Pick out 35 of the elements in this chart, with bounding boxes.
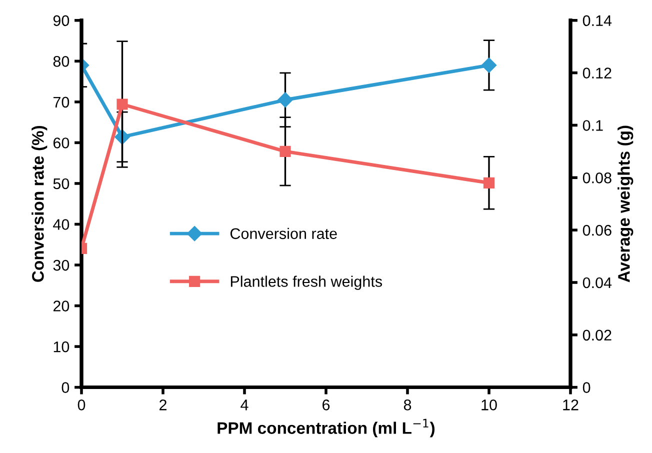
point bbox=[116, 98, 128, 110]
x-tick-label: 6 bbox=[322, 400, 330, 410]
y2-tick-label: 0.12 bbox=[582, 68, 612, 78]
x-tick-label: 0 bbox=[78, 400, 86, 410]
y2-tick-label: 0.1 bbox=[582, 120, 603, 131]
y-tick-label: 40 bbox=[53, 219, 70, 230]
point bbox=[481, 58, 497, 73]
y-tick-label: 80 bbox=[53, 56, 70, 67]
y-tick-label: 30 bbox=[53, 260, 70, 271]
point bbox=[280, 146, 291, 157]
y2-tick-label: 0.14 bbox=[582, 15, 612, 26]
y2-tick-label: 0.08 bbox=[582, 172, 612, 184]
point bbox=[483, 177, 495, 188]
y-tick-label: 0 bbox=[62, 382, 70, 393]
x-tick-label: 4 bbox=[240, 400, 248, 410]
point bbox=[278, 92, 293, 108]
y2-tick-label: 0 bbox=[582, 382, 590, 393]
x-tick-label: 2 bbox=[160, 400, 166, 410]
y-axis-title: Conversion rate (%) bbox=[32, 126, 48, 282]
y-tick-label: 70 bbox=[53, 96, 70, 108]
y2-axis-title: Average weights (g) bbox=[618, 126, 634, 282]
y-tick-label: 60 bbox=[53, 138, 70, 148]
y2-tick-label: 0.04 bbox=[582, 277, 612, 288]
x-axis-title: PPM concentration (ml L$^{−1}$) bbox=[218, 418, 435, 438]
x-tick-label: 8 bbox=[404, 400, 412, 410]
y-tick-label: 10 bbox=[54, 341, 70, 352]
x-tick-label: 10 bbox=[482, 400, 497, 410]
x-tick-label: 12 bbox=[563, 400, 578, 410]
legend-label: Conversion rate bbox=[230, 228, 337, 240]
y-tick-label: 20 bbox=[53, 300, 70, 312]
y2-tick-label: 0.02 bbox=[582, 330, 612, 341]
legend-label: Plantlets fresh weights bbox=[230, 276, 382, 290]
y-tick-label: 50 bbox=[53, 178, 70, 190]
y-tick-label: 90 bbox=[53, 15, 70, 26]
y2-tick-label: 0.06 bbox=[582, 224, 612, 236]
